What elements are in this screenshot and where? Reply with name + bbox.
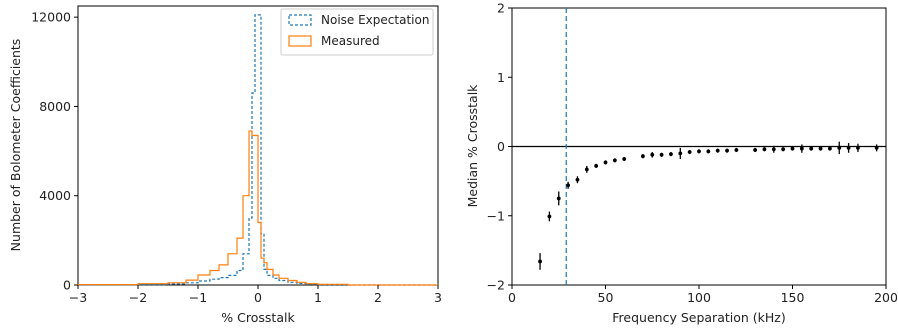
data-point	[809, 146, 814, 151]
data-point	[584, 167, 589, 172]
right-y-tick-label: −1	[487, 208, 505, 223]
right-x-tick-label: 0	[508, 290, 516, 305]
right-axis-ticks: 0 50 100 150 200 −2 −1 0 1 2	[487, 1, 898, 306]
legend: Noise Expectation Measured	[280, 8, 434, 56]
data-point	[687, 150, 692, 154]
data-point	[706, 149, 711, 154]
data-point	[790, 146, 795, 151]
left-y-tick-label: 12000	[31, 10, 71, 25]
left-x-tick-label: −3	[69, 290, 87, 305]
data-point	[753, 148, 757, 152]
left-y-tick-label: 0	[63, 278, 71, 293]
left-x-tick-label: 3	[434, 290, 442, 305]
left-y-tick-label: 4000	[39, 188, 71, 203]
data-point	[715, 148, 720, 153]
data-point	[659, 152, 664, 157]
right-y-tick-label: 2	[497, 1, 505, 16]
data-point	[818, 146, 823, 151]
right-y-tick-label: 0	[497, 139, 505, 154]
histogram-series	[77, 14, 438, 286]
data-point	[669, 152, 673, 157]
data-point	[725, 148, 729, 153]
legend-label-noise-expectation: Noise Expectation	[321, 13, 429, 27]
data-point	[837, 145, 842, 150]
right-x-axis-label: Frequency Separation (kHz)	[612, 310, 785, 325]
legend-swatch-measured	[288, 35, 312, 47]
right-x-tick-label: 50	[598, 290, 614, 305]
histogram-step-measured	[77, 130, 438, 286]
data-point	[556, 196, 561, 201]
legend-swatch-noise-expectation	[288, 14, 312, 26]
data-point	[538, 259, 542, 264]
left-x-tick-label: −1	[189, 290, 207, 305]
right-x-tick-label: 150	[781, 290, 805, 305]
data-point	[622, 157, 627, 161]
crosstalk-histogram-panel: −3 −2 −1 0 1 2 3 0 4000 8000 12000 % Crosstalk Num…	[8, 5, 442, 325]
right-x-tick-label: 200	[874, 290, 898, 305]
data-point	[799, 146, 804, 151]
right-y-axis-label: Median % Crosstalk	[465, 84, 480, 208]
data-point	[650, 152, 655, 157]
data-point	[612, 158, 617, 163]
left-y-tick-label: 8000	[39, 99, 71, 114]
left-x-tick-label: 1	[314, 290, 322, 305]
data-point	[762, 147, 767, 152]
right-y-tick-label: −2	[487, 278, 505, 293]
data-point	[641, 154, 645, 159]
data-point	[846, 145, 851, 150]
data-point	[575, 177, 580, 182]
data-point	[547, 214, 552, 219]
data-point	[856, 145, 860, 150]
data-point	[734, 148, 739, 152]
data-point	[603, 160, 608, 165]
median-crosstalk-panel: 0 50 100 150 200 −2 −1 0 1 2 Frequency Separation…	[465, 1, 898, 326]
data-point	[566, 183, 570, 188]
reference-lines	[512, 8, 886, 285]
right-y-tick-label: 1	[497, 70, 505, 85]
left-x-tick-label: −2	[129, 290, 147, 305]
left-y-axis-label: Number of Bolometer Coefficients	[8, 39, 23, 252]
data-point	[697, 149, 701, 154]
data-point	[594, 163, 599, 168]
left-x-axis-label: % Crosstalk	[221, 310, 295, 325]
data-point	[874, 145, 879, 150]
right-x-tick-label: 100	[687, 290, 711, 305]
left-x-tick-label: 0	[254, 290, 262, 305]
data-point	[781, 147, 786, 152]
median-points-series	[538, 141, 879, 270]
legend-label-measured: Measured	[321, 34, 380, 48]
left-axis-ticks: −3 −2 −1 0 1 2 3 0 4000 8000 12000	[31, 10, 442, 305]
legend-box	[280, 8, 434, 56]
data-point	[828, 146, 832, 151]
data-point	[678, 151, 683, 156]
data-point	[771, 147, 776, 152]
left-x-tick-label: 2	[374, 290, 382, 305]
